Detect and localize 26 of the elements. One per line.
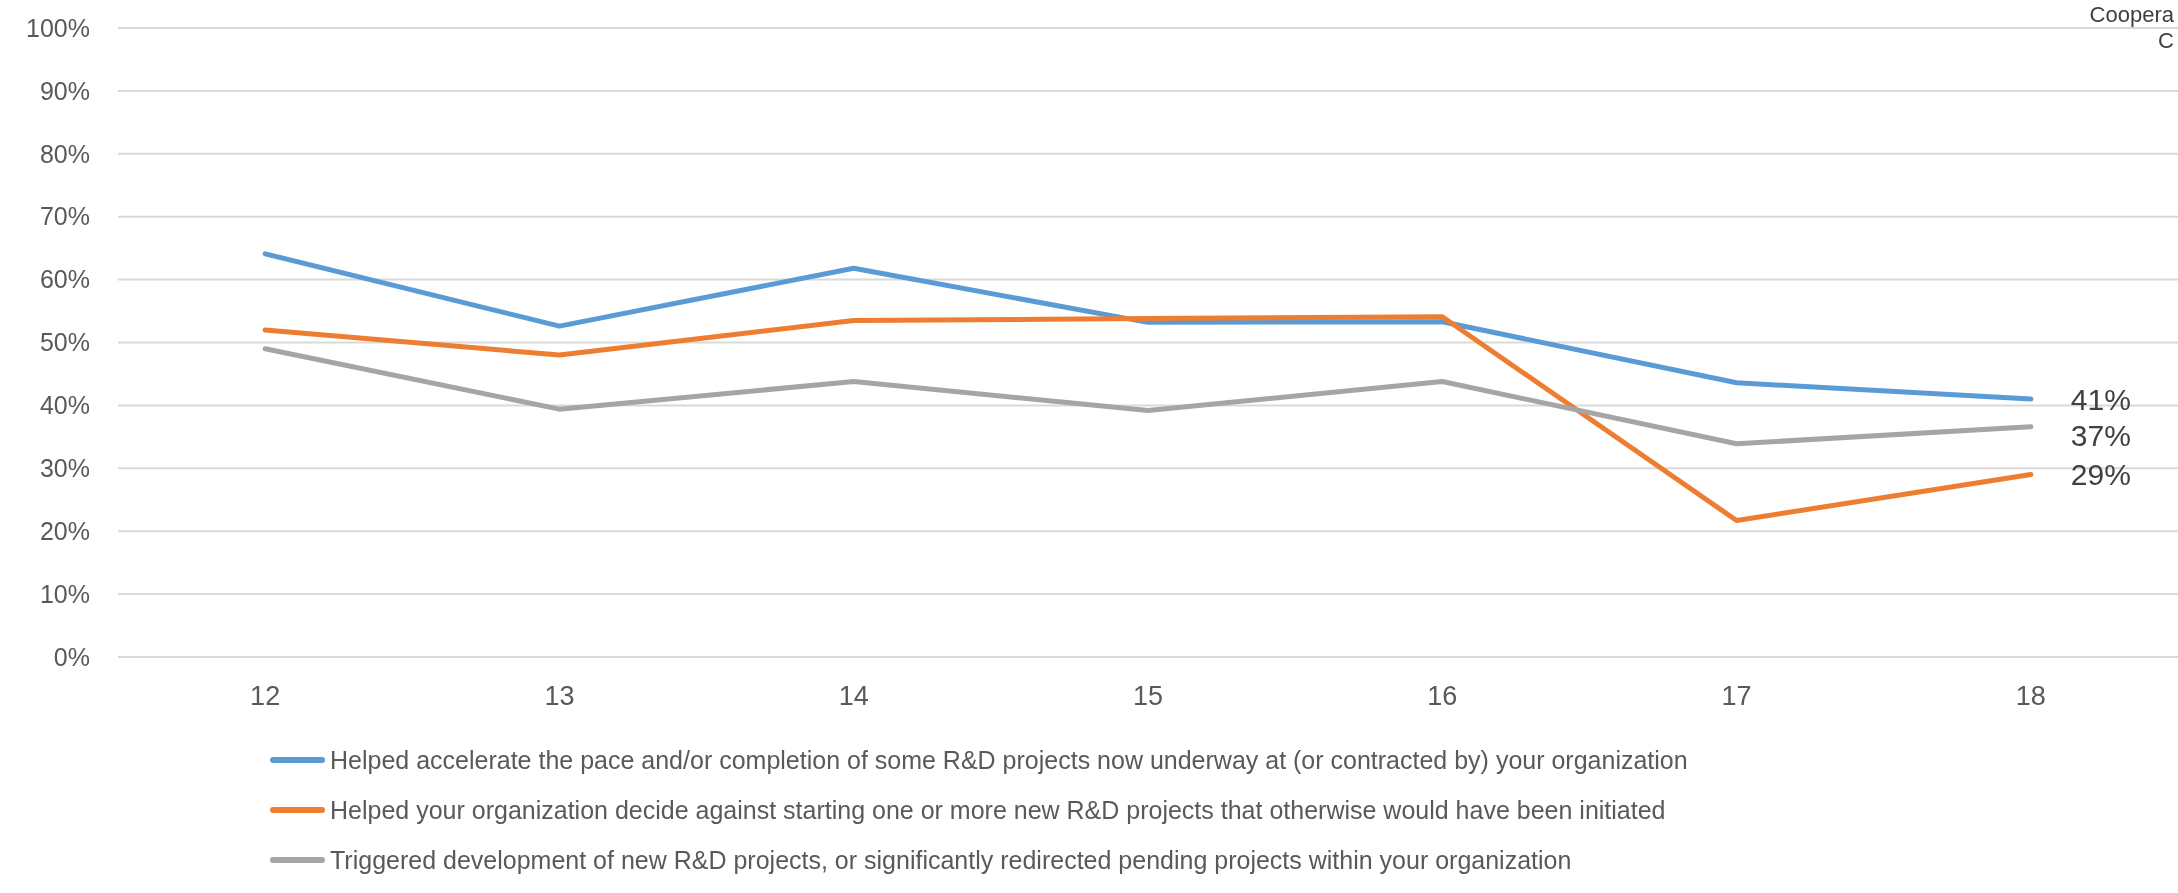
x-tick-label: 15 — [1132, 681, 1164, 711]
x-tick-label: 12 — [250, 681, 281, 711]
x-tick-label: 16 — [1427, 681, 1458, 711]
y-tick-label: 50% — [39, 328, 90, 357]
y-tick-label: 20% — [39, 516, 90, 545]
x-tick-label: 13 — [544, 681, 575, 711]
legend-label: Helped your organization decide against starting one or more new R&D projects that otherwise would have been initiated — [330, 795, 1666, 824]
data-label: 29% — [2070, 458, 2131, 492]
y-tick-label: 90% — [39, 76, 90, 105]
y-tick-label: 80% — [39, 139, 90, 168]
legend-label: Helped accelerate the pace and/or completion of some R&D projects now underway at (or contracted by) your organization — [330, 745, 1688, 774]
x-tick-label: 17 — [1721, 681, 1752, 711]
legend-label: Triggered development of new R&D projects, or significantly redirected pending projects within your organization — [330, 845, 1572, 874]
text: Coopera — [2089, 1, 2175, 27]
y-tick-label: 30% — [39, 454, 90, 483]
data-label: 41% — [2070, 382, 2131, 416]
y-tick-label: 10% — [39, 579, 90, 608]
y-tick-label: 100% — [26, 13, 90, 42]
data-label: 37% — [2070, 418, 2131, 452]
y-tick-label: 40% — [39, 391, 90, 420]
x-tick-label: 14 — [838, 681, 869, 711]
x-tick-label: 18 — [2015, 681, 2046, 711]
annotation: C — [2158, 27, 2175, 53]
y-tick-label: 0% — [53, 642, 90, 671]
y-tick-label: 70% — [39, 202, 90, 231]
y-tick-label: 60% — [39, 265, 90, 294]
